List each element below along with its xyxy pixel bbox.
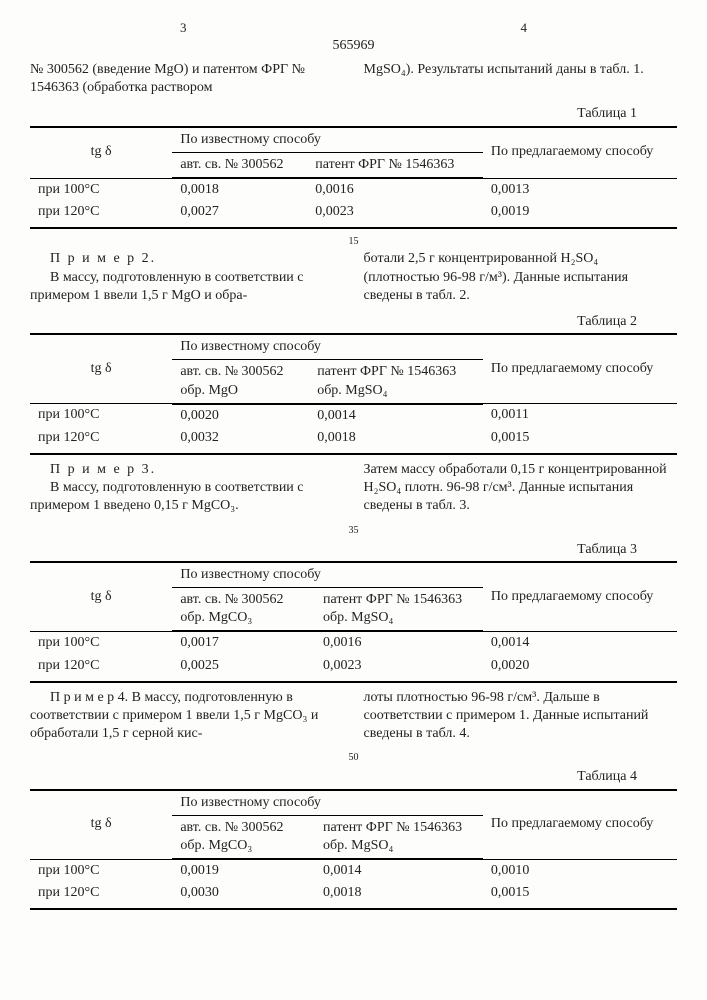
line-num-35: 35	[30, 524, 677, 537]
t4-r2-v1: 0,0030	[172, 882, 315, 909]
ex3-title: П р и м е р 3.	[30, 461, 344, 479]
example-3: П р и м е р 3. В массу, подготовленную в…	[30, 461, 677, 516]
line-num-15: 15	[30, 235, 677, 248]
t4-sub1: авт. св. № 300562 обр. MgCO₃	[172, 815, 315, 859]
t3-r2-v3: 0,0020	[483, 655, 677, 682]
t1-r1-v1: 0,0018	[172, 178, 307, 201]
table4-label: Таблица 4	[30, 768, 637, 786]
t1-r1-v2: 0,0016	[307, 178, 483, 201]
t3-prop-header: По предлагаемому способу	[483, 562, 677, 632]
t3-r1-v3: 0,0014	[483, 631, 677, 654]
t3-r1-v1: 0,0017	[172, 631, 315, 654]
table2-label: Таблица 2	[30, 313, 637, 331]
t1-r2-cond: при 120°С	[30, 201, 172, 228]
t2-r1-v3: 0,0011	[483, 404, 677, 427]
t4-r1-cond: при 100°С	[30, 859, 172, 882]
t2-r2-cond: при 120°С	[30, 427, 172, 454]
t1-prop-header: По предлагаемому способу	[483, 127, 677, 178]
ex2-left: В массу, подготовленную в соответствии с…	[30, 269, 344, 305]
t4-param: tg δ	[30, 790, 172, 860]
t3-r2-v1: 0,0025	[172, 655, 315, 682]
table1-label: Таблица 1	[30, 105, 637, 123]
t4-r2-v2: 0,0018	[315, 882, 483, 909]
t2-known-header: По известному способу	[172, 334, 483, 360]
table3-label: Таблица 3	[30, 541, 637, 559]
table-3: tg δ По известному способу По предлагаем…	[30, 561, 677, 683]
ex4-right: лоты плотностью 96-98 г/см³. Дальше в со…	[364, 689, 678, 744]
t3-sub1: авт. св. № 300562 обр. MgCO₃	[172, 588, 315, 632]
t3-r1-v2: 0,0016	[315, 631, 483, 654]
t4-r1-v3: 0,0010	[483, 859, 677, 882]
t2-r2-v1: 0,0032	[172, 427, 309, 454]
col-left-num: 3	[180, 20, 187, 37]
t2-r2-v2: 0,0018	[309, 427, 483, 454]
intro-right: MgSO₄). Результаты испытаний даны в табл…	[364, 61, 678, 97]
t1-r2-v1: 0,0027	[172, 201, 307, 228]
t2-r2-v3: 0,0015	[483, 427, 677, 454]
intro-paragraph: № 300562 (введение MgO) и патентом ФРГ №…	[30, 61, 677, 97]
table-4: tg δ По известному способу По предлагаем…	[30, 789, 677, 911]
t4-sub2: патент ФРГ № 1546363 обр. MgSO₄	[315, 815, 483, 859]
table-2: tg δ По известному способу По предлагаем…	[30, 333, 677, 455]
t3-r2-cond: при 120°С	[30, 655, 172, 682]
t1-r2-v2: 0,0023	[307, 201, 483, 228]
ex3-left: В массу, подготовленную в соответствии с…	[30, 479, 344, 515]
t2-prop-header: По предлагаемому способу	[483, 334, 677, 404]
t4-r2-v3: 0,0015	[483, 882, 677, 909]
t4-known-header: По известному способу	[172, 790, 483, 816]
t2-r1-cond: при 100°С	[30, 404, 172, 427]
t3-sub2: патент ФРГ № 1546363 обр. MgSO₄	[315, 588, 483, 632]
t2-r1-v1: 0,0020	[172, 404, 309, 427]
example-2: П р и м е р 2. В массу, подготовленную в…	[30, 250, 677, 305]
col-right-num: 4	[521, 20, 528, 37]
t1-r1-cond: при 100°С	[30, 178, 172, 201]
t3-param: tg δ	[30, 562, 172, 632]
intro-left: № 300562 (введение MgO) и патентом ФРГ №…	[30, 61, 344, 97]
t3-known-header: По известному способу	[172, 562, 483, 588]
t1-param: tg δ	[30, 127, 172, 178]
ex4-left: П р и м е р 4. В массу, подготовленную в…	[30, 689, 344, 744]
example-4: П р и м е р 4. В массу, подготовленную в…	[30, 689, 677, 744]
ex2-right: ботали 2,5 г концентрированной H₂SO₄ (пл…	[364, 250, 678, 305]
ex3-right: Затем массу обработали 0,15 г концентрир…	[364, 461, 678, 516]
t1-sub2: патент ФРГ № 1546363	[307, 152, 483, 178]
t4-r1-v1: 0,0019	[172, 859, 315, 882]
t1-r1-v3: 0,0013	[483, 178, 677, 201]
t1-sub1: авт. св. № 300562	[172, 152, 307, 178]
ex2-title: П р и м е р 2.	[30, 250, 344, 268]
t2-sub2: патент ФРГ № 1546363 обр. MgSO₄	[309, 360, 483, 404]
t1-r2-v3: 0,0019	[483, 201, 677, 228]
t3-r2-v2: 0,0023	[315, 655, 483, 682]
t2-param: tg δ	[30, 334, 172, 404]
t1-known-header: По известному способу	[172, 127, 483, 153]
t3-r1-cond: при 100°С	[30, 631, 172, 654]
table-1: tg δ По известному способу По предлагаем…	[30, 126, 677, 230]
t4-prop-header: По предлагаемому способу	[483, 790, 677, 860]
line-num-50: 50	[30, 751, 677, 764]
t2-r1-v2: 0,0014	[309, 404, 483, 427]
doc-number: 565969	[30, 37, 677, 55]
t4-r1-v2: 0,0014	[315, 859, 483, 882]
t2-sub1: авт. св. № 300562 обр. MgO	[172, 360, 309, 404]
t4-r2-cond: при 120°С	[30, 882, 172, 909]
